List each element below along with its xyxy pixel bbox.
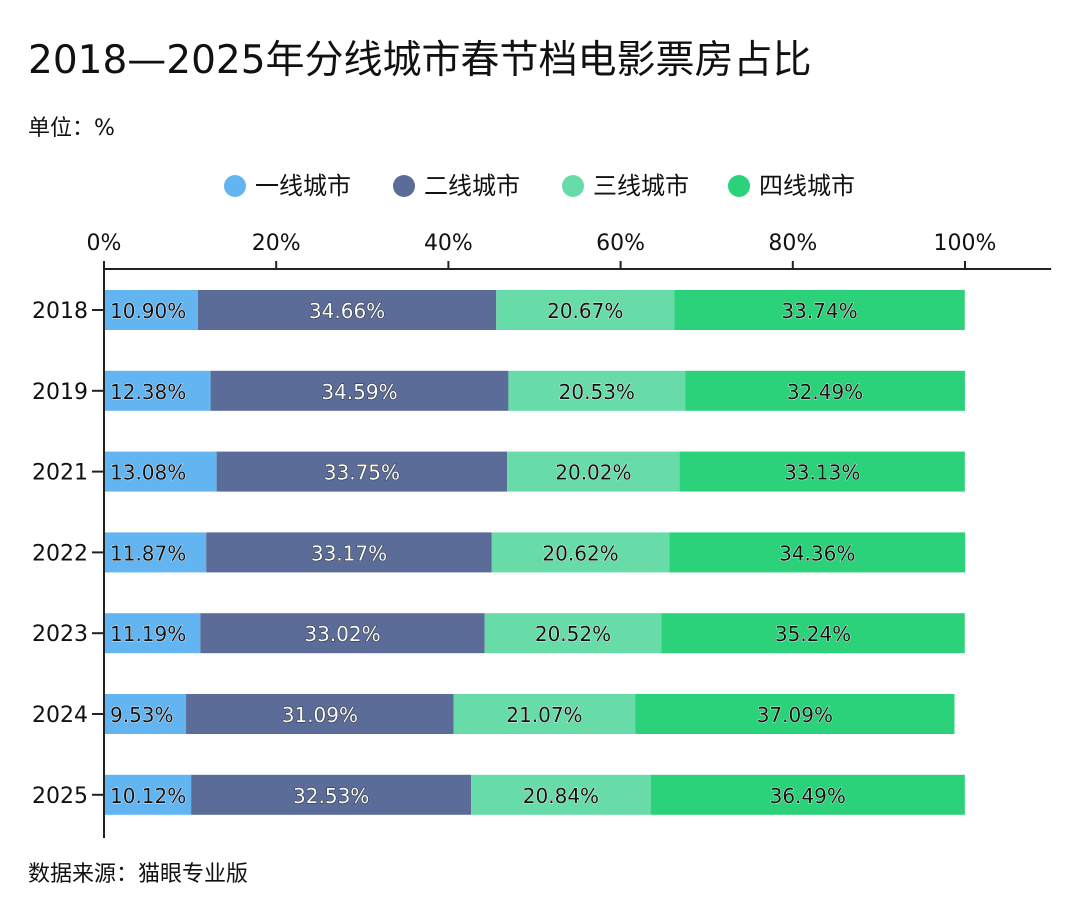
value-label-2021-1: 13.08% <box>110 461 186 485</box>
bar-2025-1 <box>104 774 192 815</box>
bar-2021-2 <box>216 451 508 492</box>
value-label-2019-2: 34.59% <box>321 380 397 404</box>
bars-layer: 10.90% 34.66% 20.67% 33.74% 12.38% 34.59% 20.5… <box>104 290 966 815</box>
category-label-2018: 2018 <box>32 299 88 324</box>
bar-2018-4 <box>674 290 965 330</box>
x-tick-label-0: 0% <box>87 231 122 256</box>
value-label-2018-4: 33.74% <box>781 299 857 323</box>
bar-2024-2 <box>186 694 454 734</box>
legend-swatch-3 <box>562 175 584 197</box>
x-tick-label-2: 40% <box>424 231 473 256</box>
value-label-2021-3: 20.02% <box>555 461 631 485</box>
legend-swatch-1 <box>224 175 246 197</box>
bar-2025-3 <box>471 774 651 815</box>
value-label-2021-4: 33.13% <box>784 461 860 485</box>
x-tick-label-4: 80% <box>768 231 817 256</box>
bar-2018-3 <box>496 290 675 330</box>
category-label-2024: 2024 <box>32 703 88 728</box>
value-label-2025-1: 10.12% <box>110 784 186 808</box>
category-label-2025: 2025 <box>32 784 88 809</box>
bar-2024-4 <box>635 694 955 734</box>
legend-label-4: 四线城市 <box>759 172 855 200</box>
bar-2018-1 <box>104 290 198 330</box>
value-label-2024-3: 21.07% <box>506 703 582 727</box>
value-label-2025-4: 36.49% <box>770 784 846 808</box>
category-label-2023: 2023 <box>32 622 88 647</box>
value-label-2025-2: 32.53% <box>293 784 369 808</box>
bar-2019-4 <box>685 370 965 411</box>
bar-2018-2 <box>197 290 497 330</box>
bar-2024-3 <box>453 694 636 734</box>
bar-2022-2 <box>206 532 492 573</box>
category-label-2019: 2019 <box>32 380 88 405</box>
y-axis: 2018 2019 2021 2022 2023 2024 2025 <box>32 269 105 838</box>
value-label-2023-4: 35.24% <box>775 622 851 646</box>
value-label-2022-4: 34.36% <box>779 541 855 565</box>
value-label-2024-4: 37.09% <box>757 703 833 727</box>
bar-2019-1 <box>104 370 211 411</box>
value-label-2019-4: 32.49% <box>787 380 863 404</box>
value-label-2022-3: 20.62% <box>542 541 618 565</box>
category-label-2021: 2021 <box>32 461 88 486</box>
value-label-2018-3: 20.67% <box>547 299 623 323</box>
bar-2019-2 <box>210 370 509 411</box>
bar-2022-4 <box>669 532 966 573</box>
chart-title: 2018—2025年分线城市春节档电影票房占比 <box>28 38 812 83</box>
bar-2025-4 <box>650 774 965 815</box>
bar-2023-1 <box>104 613 201 654</box>
bar-2021-1 <box>104 451 217 492</box>
bar-2022-3 <box>491 532 670 573</box>
bar-2021-4 <box>679 451 965 492</box>
bar-2022-1 <box>104 532 207 573</box>
x-tick-label-1: 20% <box>252 231 301 256</box>
x-tick-label-5: 100% <box>934 231 997 256</box>
value-label-2023-1: 11.19% <box>110 622 186 646</box>
unit-label: 单位：% <box>28 116 115 141</box>
bar-2021-3 <box>507 451 680 492</box>
value-label-2022-1: 11.87% <box>110 541 186 565</box>
bar-2025-2 <box>191 774 472 815</box>
legend-swatch-2 <box>393 175 415 197</box>
value-label-2018-2: 34.66% <box>309 299 385 323</box>
category-label-2022: 2022 <box>32 541 88 566</box>
value-label-2018-1: 10.90% <box>110 299 186 323</box>
bar-2023-4 <box>661 613 965 654</box>
legend-label-3: 三线城市 <box>593 172 689 200</box>
legend-label-1: 一线城市 <box>255 172 351 200</box>
legend: 一线城市 二线城市 三线城市 四线城市 <box>224 172 855 200</box>
legend-swatch-4 <box>728 175 750 197</box>
value-label-2023-3: 20.52% <box>535 622 611 646</box>
value-label-2019-1: 12.38% <box>110 380 186 404</box>
value-label-2019-3: 20.53% <box>559 380 635 404</box>
bar-2023-2 <box>200 613 485 654</box>
value-label-2022-2: 33.17% <box>311 541 387 565</box>
value-label-2023-2: 33.02% <box>304 622 380 646</box>
value-label-2025-3: 20.84% <box>523 784 599 808</box>
value-label-2024-2: 31.09% <box>282 703 358 727</box>
bar-2024-1 <box>104 694 187 734</box>
legend-label-2: 二线城市 <box>424 172 520 200</box>
x-tick-label-3: 60% <box>596 231 645 256</box>
bar-2019-3 <box>508 370 686 411</box>
value-label-2021-2: 33.75% <box>324 461 400 485</box>
bar-2023-3 <box>484 613 662 654</box>
value-label-2024-1: 9.53% <box>110 703 174 727</box>
x-axis: 0% 20% 40% 60% 80% 100% <box>87 231 1052 270</box>
source-note: 数据来源：猫眼专业版 <box>28 862 248 887</box>
